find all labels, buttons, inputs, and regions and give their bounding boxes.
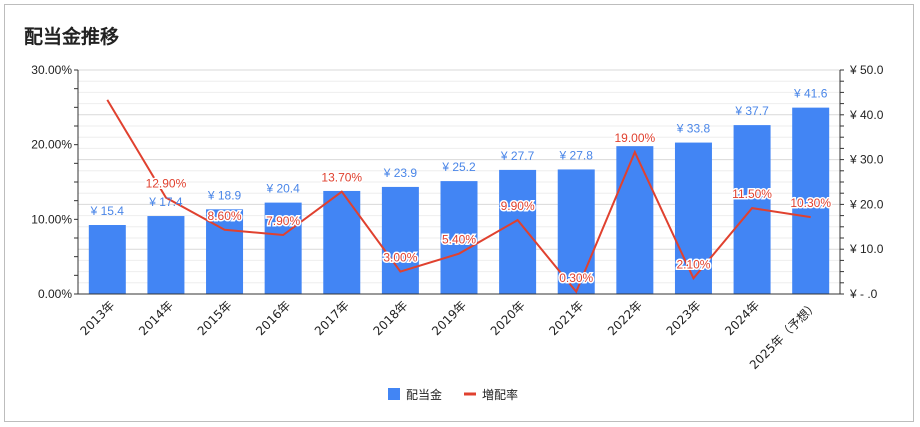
rate-value-label: 12.90%: [146, 177, 187, 191]
x-tick-label: 2015年: [195, 298, 235, 338]
bar-value-label: ¥ 23.9: [383, 166, 418, 180]
y-right-tick-label: ¥ 20.0: [849, 197, 884, 211]
bar: [88, 225, 126, 294]
x-tick-label: 2022年: [605, 298, 645, 338]
x-tick-label: 2013年: [77, 298, 117, 338]
x-tick-label: 2016年: [253, 298, 293, 338]
y-left-tick-label: 10.00%: [31, 212, 72, 226]
bar: [381, 186, 419, 294]
y-left-tick-label: 20.00%: [31, 138, 72, 152]
y-right-tick-label: ¥ 40.0: [849, 108, 884, 122]
x-tick-label: 2020年: [488, 298, 528, 338]
rate-value-label: 11.50%: [732, 187, 772, 201]
rate-value-label: 9.90%: [501, 199, 535, 213]
bar: [674, 142, 712, 294]
bar-value-label: ¥ 27.7: [500, 149, 535, 163]
bar-value-label: ¥ 37.7: [734, 104, 769, 118]
bar-value-label: ¥ 25.2: [441, 160, 476, 174]
bar-value-label: ¥ 17.4: [148, 195, 183, 209]
bar: [323, 190, 361, 294]
bar-value-label: ¥ 15.4: [90, 204, 125, 218]
rate-value-label: 5.40%: [442, 233, 476, 247]
bar: [616, 146, 654, 294]
bar: [792, 107, 830, 295]
rate-value-label: 3.00%: [383, 251, 417, 265]
y-left-tick-label: 0.00%: [38, 287, 72, 301]
bar-value-label: ¥ 18.9: [207, 188, 242, 202]
rate-value-label: 2.10%: [676, 257, 710, 271]
bars: [88, 107, 830, 295]
x-tick-label: 2017年: [312, 298, 352, 338]
x-tick-label: 2024年: [722, 298, 762, 338]
legend-label-rate: 増配率: [482, 387, 518, 402]
y-right-tick-label: ¥ 10.0: [849, 242, 884, 256]
x-tick-label: 2014年: [136, 298, 176, 338]
legend: 配当金 増配率: [388, 387, 518, 402]
chart-title: 配当金推移: [24, 26, 120, 48]
y-left-tick-label: 30.00%: [31, 63, 72, 77]
bar: [499, 169, 537, 294]
bar-value-label: ¥ 33.8: [676, 122, 711, 136]
bar-value-label: ¥ 41.6: [793, 87, 828, 101]
rate-value-label: 0.30%: [559, 271, 593, 285]
data-labels: ¥ 15.4 ¥ 17.4 ¥ 18.9 ¥ 20.4 ¥ 23.9 ¥ 25.2 ¥ 27…: [90, 87, 833, 287]
legend-label-dividend: 配当金: [406, 387, 442, 402]
rate-line: [106, 99, 811, 294]
x-tick-label: 2023年: [664, 298, 704, 338]
bar-value-label: ¥ 27.8: [559, 148, 594, 162]
rate-value-label: 8.60%: [208, 209, 242, 223]
rate-value-label: 7.90%: [266, 214, 300, 228]
y-right-tick-label: ¥ 50.0: [849, 63, 884, 77]
y-right-tick-label: ¥ 30.0: [849, 153, 884, 167]
rate-value-label: 13.70%: [321, 171, 362, 185]
legend-swatch-dividend: [388, 388, 400, 400]
rate-value-label: 10.30%: [790, 196, 831, 210]
rate-value-label: 19.00%: [614, 131, 655, 145]
bar: [440, 181, 478, 294]
x-tick-label: 2018年: [371, 298, 411, 338]
x-tick-label: 2019年: [429, 298, 469, 338]
bar: [264, 202, 302, 294]
bar: [147, 216, 185, 294]
y-right-tick-label: ¥ - .0: [849, 287, 878, 301]
x-tick-label: 2021年: [546, 298, 586, 338]
bar: [557, 169, 595, 294]
bar-value-label: ¥ 20.4: [265, 182, 300, 196]
